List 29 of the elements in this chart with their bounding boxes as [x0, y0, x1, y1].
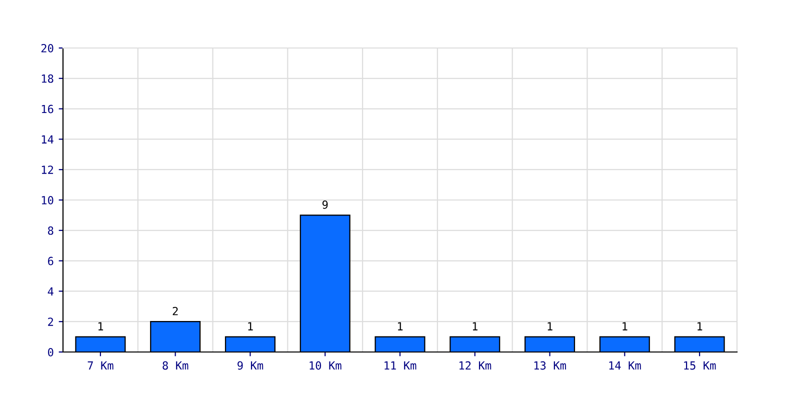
data-label: 1 — [698, 322, 702, 330]
data-label: 1 — [398, 322, 403, 330]
y-tick-label: 8 — [48, 226, 54, 235]
data-label: 1 — [98, 322, 104, 330]
y-tick-label: 4 — [48, 287, 54, 296]
x-tick-label: 11 Km — [384, 361, 416, 370]
data-label: 1 — [548, 322, 552, 330]
data-label: 1 — [472, 322, 478, 330]
x-tick-label: 7 Km — [88, 361, 114, 370]
y-tick-label: 10 — [42, 196, 54, 204]
x-tick-label: 10 Km — [310, 361, 342, 370]
data-label: 1 — [248, 322, 253, 330]
y-tick-label: 0 — [48, 348, 54, 356]
x-tick-label: 15 Km — [684, 361, 716, 370]
y-tick-label: 2 — [48, 318, 54, 326]
y-tick-label: 6 — [48, 256, 54, 266]
x-tick-label: 12 Km — [460, 361, 492, 370]
y-tick-label: 12 — [42, 166, 54, 174]
y-tick-label: 14 — [42, 135, 54, 144]
data-label: 1 — [622, 322, 628, 330]
y-tick-label: 16 — [42, 104, 54, 114]
x-tick-label: 8 Km — [162, 361, 188, 370]
data-label: 2 — [172, 306, 178, 316]
x-tick-label: 13 Km — [534, 361, 566, 370]
x-tick-label: 9 Km — [238, 361, 264, 370]
y-tick-label: 20 — [41, 44, 54, 52]
x-tick-label: 14 Km — [609, 361, 641, 370]
data-label: 9 — [322, 200, 328, 209]
y-tick-label: 18 — [42, 74, 54, 83]
